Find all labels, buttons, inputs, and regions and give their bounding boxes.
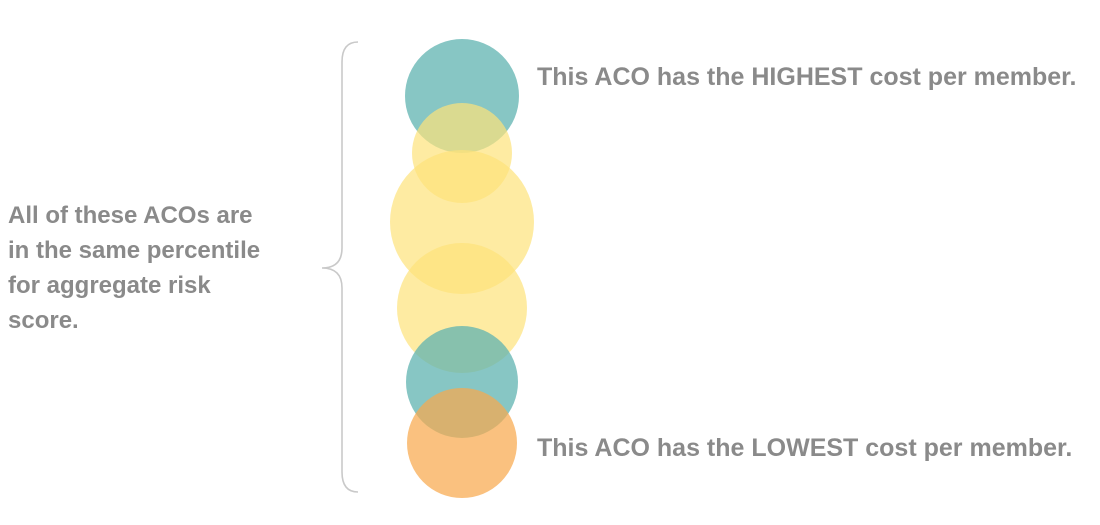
highest-cost-callout: This ACO has the HIGHEST cost per member… <box>537 63 1077 91</box>
grouping-label-line-1: All of these ACOs are <box>8 202 253 229</box>
grouping-label-line-2: in the same percentile <box>8 237 261 264</box>
grouping-label: All of these ACOs are in the same percen… <box>8 198 308 338</box>
aco-circle-lowest <box>407 388 517 498</box>
grouping-label-line-4: score. <box>8 307 79 334</box>
grouping-brace <box>321 41 359 493</box>
lowest-cost-callout: This ACO has the LOWEST cost per member. <box>537 434 1073 462</box>
grouping-label-line-3: for aggregate risk <box>8 272 211 299</box>
